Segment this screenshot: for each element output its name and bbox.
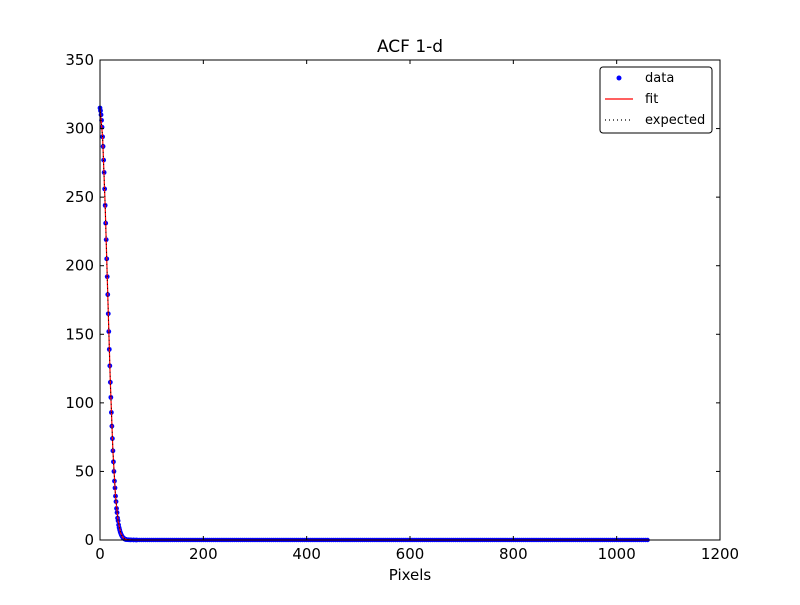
y-tick-label: 100: [65, 394, 94, 412]
legend-data-label: data: [645, 71, 674, 86]
y-tick-label: 0: [84, 531, 94, 549]
x-axis-label: Pixels: [389, 566, 432, 584]
y-tick-label: 300: [65, 120, 94, 138]
y-tick-label: 350: [65, 51, 94, 69]
plot-area: [100, 60, 720, 540]
y-tick-label: 200: [65, 257, 94, 275]
chart-title: ACF 1-d: [377, 37, 443, 57]
legend-expected-label: expected: [645, 113, 705, 128]
legend: data fit expected: [599, 66, 713, 134]
legend-box: [599, 66, 713, 134]
x-tick-label: 1000: [598, 545, 636, 563]
x-tick-label: 800: [499, 545, 528, 563]
ticks-layer: 0 200 400 600 800 1000 1200 0 50 100 150 200 250 300 3…: [65, 51, 739, 563]
x-tick-label: 1200: [701, 545, 739, 563]
x-tick-label: 0: [95, 545, 105, 563]
x-tick-label: 200: [189, 545, 218, 563]
legend-data-marker: [616, 75, 622, 81]
y-tick-label: 150: [65, 325, 94, 343]
legend-fit-label: fit: [645, 92, 658, 107]
y-tick-label: 50: [75, 462, 94, 480]
y-tick-label: 250: [65, 188, 94, 206]
x-tick-label: 600: [396, 545, 425, 563]
x-tick-label: 400: [292, 545, 321, 563]
